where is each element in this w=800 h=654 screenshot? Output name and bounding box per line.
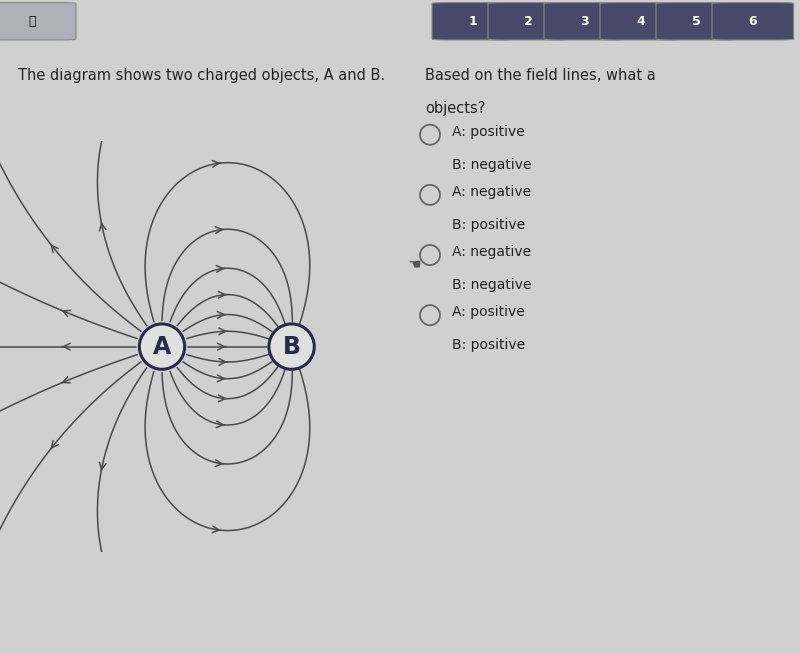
Text: 🖨: 🖨 <box>28 15 36 27</box>
Text: B: negative: B: negative <box>452 158 531 172</box>
FancyBboxPatch shape <box>656 3 738 40</box>
FancyBboxPatch shape <box>432 3 514 40</box>
Text: B: positive: B: positive <box>452 338 525 353</box>
FancyBboxPatch shape <box>0 3 76 40</box>
Text: 5: 5 <box>693 15 701 27</box>
Text: 3: 3 <box>581 15 589 27</box>
Text: Based on the field lines, what a: Based on the field lines, what a <box>425 67 656 82</box>
FancyBboxPatch shape <box>544 3 626 40</box>
Text: A: positive: A: positive <box>452 125 525 139</box>
Text: 1: 1 <box>469 15 477 27</box>
Text: B: B <box>282 335 301 358</box>
Circle shape <box>139 324 185 370</box>
Text: B: positive: B: positive <box>452 218 525 232</box>
Text: B: negative: B: negative <box>452 278 531 292</box>
Text: 2: 2 <box>525 15 533 27</box>
FancyBboxPatch shape <box>712 3 794 40</box>
Text: objects?: objects? <box>425 101 486 116</box>
Text: The diagram shows two charged objects, A and B.: The diagram shows two charged objects, A… <box>18 67 385 82</box>
Circle shape <box>269 324 314 370</box>
Text: A: positive: A: positive <box>452 305 525 319</box>
FancyBboxPatch shape <box>600 3 682 40</box>
Text: 4: 4 <box>637 15 645 27</box>
Text: ☚: ☚ <box>408 256 422 271</box>
Text: A: negative: A: negative <box>452 245 531 259</box>
Text: A: A <box>153 335 171 358</box>
Text: A: negative: A: negative <box>452 185 531 199</box>
Text: 6: 6 <box>749 15 757 27</box>
FancyBboxPatch shape <box>488 3 570 40</box>
